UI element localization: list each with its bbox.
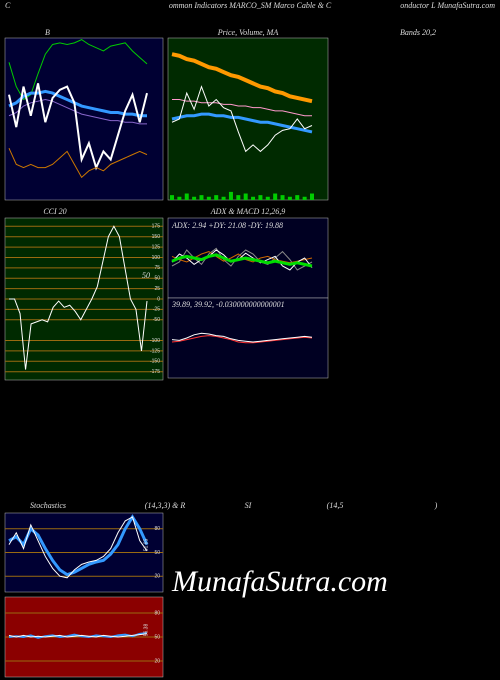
y-tick-label: 50: [154, 634, 160, 640]
rsi-caption: (14,5: [327, 501, 344, 510]
indicator-line: [171, 112, 313, 134]
indicator-line: [171, 253, 313, 268]
value-text: ADX: 2.94 +DY: 21.08 -DY: 19.88: [171, 221, 283, 230]
y-tick-label: -125: [150, 348, 160, 354]
y-tick-label: 175: [152, 224, 161, 230]
indicator-line: [8, 147, 148, 179]
y-tick-label: 75: [154, 265, 160, 271]
rsi-caption: SI: [245, 501, 252, 510]
rsi-caption: ): [434, 501, 438, 510]
volume-bar: [258, 195, 263, 200]
header-left: C: [5, 1, 11, 10]
y-tick-label: 25: [154, 286, 160, 292]
indicator-line: [8, 516, 148, 579]
bands-caption: Bands 20,2: [400, 28, 436, 37]
y-tick-label: 80: [154, 610, 160, 616]
volume-bar: [184, 193, 189, 200]
volume-bar: [214, 195, 219, 200]
y-tick-label: -150: [150, 359, 160, 365]
y-tick-label: 80: [154, 526, 160, 532]
value-text: 39.89, 39.92, -0.030000000000001: [171, 300, 285, 309]
panel-background: [4, 37, 164, 201]
volume-bar: [295, 195, 300, 200]
indicator-line: [171, 52, 313, 104]
volume-bar: [236, 195, 241, 200]
y-tick-label: 0: [157, 296, 160, 302]
price-caption: Price, Volume, MA: [217, 28, 279, 37]
y-tick-label: 20: [154, 574, 160, 580]
value-text: 51.65: [143, 539, 149, 552]
indicator-line: [8, 39, 148, 101]
volume-bar: [302, 196, 307, 200]
volume-bar: [228, 191, 233, 200]
indicator-line: [171, 249, 313, 271]
stoch-caption: Stochastics: [30, 501, 66, 510]
y-tick-label: 50: [154, 276, 160, 282]
y-tick-label: 100: [152, 255, 161, 261]
bollinger-caption: B: [45, 28, 50, 37]
y-tick-label: -100: [150, 338, 160, 344]
volume-bar: [310, 193, 314, 200]
y-tick-label: -25: [153, 307, 160, 313]
volume-bar: [199, 195, 204, 200]
volume-bar: [287, 196, 292, 200]
watermark: MunafaSutra.com: [171, 565, 388, 598]
value-text: 56.38: [143, 624, 149, 637]
indicator-line: [171, 335, 313, 344]
cci-caption: CCI 20: [43, 207, 66, 216]
indicator-line: [171, 85, 313, 153]
indicator-line: [8, 83, 148, 171]
y-tick-label: 150: [152, 234, 161, 240]
y-tick-label: -175: [150, 369, 160, 375]
y-tick-label: 50: [154, 550, 160, 556]
volume-bar: [206, 196, 211, 200]
volume-bar: [177, 196, 182, 200]
indicator-line: [8, 633, 148, 638]
volume-bar: [221, 196, 226, 200]
y-tick-label: -50: [153, 317, 160, 323]
stoch-caption: (14,3,3) & R: [145, 501, 186, 510]
header-center: ommon Indicators MARCO_SM Marco Cable & …: [169, 1, 332, 10]
volume-bar: [251, 196, 256, 200]
indicator-line: [8, 514, 149, 577]
y-tick-label: 20: [154, 658, 160, 664]
volume-bar: [243, 193, 248, 200]
volume-bar: [170, 195, 174, 200]
volume-bar: [192, 196, 197, 200]
indicator-line: [172, 99, 312, 117]
volume-bar: [265, 196, 270, 200]
y-tick-label: 125: [152, 244, 161, 250]
volume-bar: [273, 193, 278, 200]
volume-bar: [280, 195, 285, 200]
value-text: 50: [142, 271, 150, 280]
indicator-line: [9, 225, 148, 370]
indicator-line: [8, 99, 147, 125]
header-right: onductor L MunafaSutra.com: [400, 1, 495, 10]
adx-caption: ADX & MACD 12,26,9: [210, 207, 285, 216]
indicator-line: [171, 332, 313, 343]
